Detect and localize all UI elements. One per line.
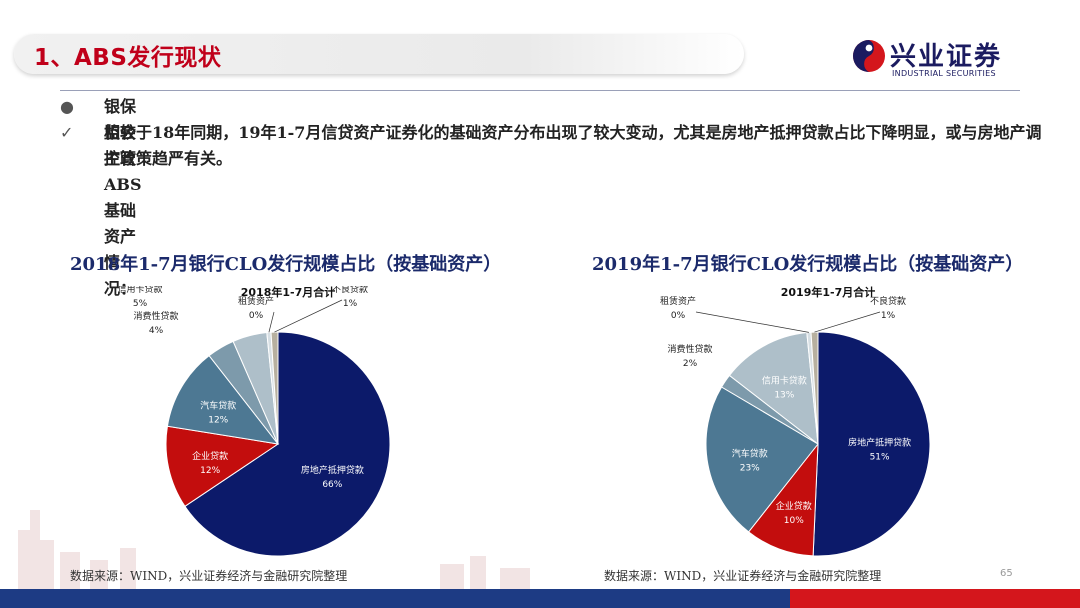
chart-title-2018: 2018年1-7月银行CLO发行规模占比（按基础资产） (70, 254, 502, 275)
header-divider (60, 90, 1020, 91)
slice-label-name: 企业贷款 (192, 450, 228, 462)
slice-label-value: 23% (740, 464, 760, 474)
slice-label-value: 5% (133, 299, 148, 309)
bullet-text-1: 银保监会主管ABS基础资产情况： (104, 97, 142, 298)
slice-label-name: 消费性贷款 (133, 310, 178, 322)
slice-label-name: 房地产抵押贷款 (301, 464, 364, 476)
slice-label-name: 租赁资产 (238, 295, 274, 307)
slice-label-name: 企业贷款 (776, 500, 812, 512)
pie-slice-7 (810, 331, 819, 445)
logo-chinese-name: 兴业证券 (890, 42, 1003, 72)
title-bar: 1、ABS发行现状 (14, 34, 744, 74)
slice-label-value: 12% (200, 466, 220, 476)
leader-line (695, 311, 809, 333)
slice-label-value: 51% (870, 452, 890, 462)
slice-label-value: 13% (774, 390, 794, 400)
leader-line (268, 311, 275, 333)
chart-inner-title: 2018年1-7月合计 (241, 286, 336, 299)
leader-line (814, 311, 881, 333)
slice-label-value: 0% (249, 311, 264, 321)
page-number: 65 (1000, 568, 1013, 579)
slice-label-value: 66% (322, 480, 342, 490)
bullet-text-2: 相较于18年同期，19年1-7月信贷资产证券化的基础资产分布出现了较大变动，尤其… (104, 123, 1042, 168)
slice-label-name: 汽车贷款 (200, 400, 236, 412)
slice-label-value: 4% (149, 326, 164, 336)
slice-label-name: 不良贷款 (332, 286, 368, 295)
slice-label-value: 2% (683, 359, 698, 369)
slice-label-value: 10% (784, 516, 804, 526)
checkmark-icon: ✓ (60, 123, 74, 142)
slice-label-value: 1% (343, 299, 358, 309)
pie-slice-7 (270, 331, 279, 445)
page-title: 1、ABS发行现状 (34, 45, 222, 71)
skyline-decoration-icon (18, 510, 530, 590)
slice-label-name: 信用卡贷款 (117, 286, 162, 295)
footer-bar-blue (0, 589, 790, 608)
slice-label-name: 汽车贷款 (732, 448, 768, 460)
data-source-left: 数据来源：WIND，兴业证券经济与金融研究院整理 (70, 569, 348, 583)
slice-label-name: 信用卡贷款 (762, 374, 807, 386)
pie-slice-3 (166, 354, 280, 445)
chart-title-2019: 2019年1-7月银行CLO发行规模占比（按基础资产） (592, 254, 1024, 275)
slice-label-name: 房地产抵押贷款 (848, 436, 911, 448)
slice-label-name: 消费性贷款 (667, 343, 712, 355)
slice-label-value: 0% (671, 311, 686, 321)
slice-label-value: 12% (208, 416, 228, 426)
bullet-dot-icon: ● (60, 97, 74, 116)
chart-inner-title: 2019年1-7月合计 (781, 286, 876, 299)
footer-bar-red (790, 589, 1080, 608)
leader-line (274, 299, 343, 333)
slice-label-name: 租赁资产 (660, 295, 696, 307)
pie-slice-1 (184, 331, 391, 557)
data-source-right: 数据来源：WIND，兴业证券经济与金融研究院整理 (604, 569, 882, 583)
footer-bar (0, 589, 1080, 608)
pie-slice-5 (728, 332, 819, 446)
slice-label-name: 不良贷款 (870, 295, 906, 307)
logo-mark-icon (853, 40, 885, 72)
pie-slice-3 (705, 386, 819, 533)
pie-slice-2 (165, 425, 280, 508)
logo-english-name: INDUSTRIAL SECURITIES (892, 69, 996, 78)
pie-slice-1 (812, 331, 931, 557)
company-logo: 兴业证券 INDUSTRIAL SECURITIES (852, 36, 1012, 82)
slice-label-value: 1% (881, 311, 896, 321)
